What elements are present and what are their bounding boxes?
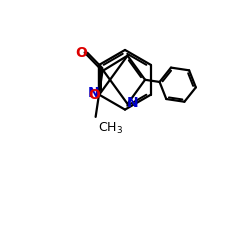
Text: N: N	[127, 96, 139, 110]
Text: O: O	[75, 46, 87, 60]
Text: O: O	[88, 88, 101, 102]
Text: N: N	[88, 86, 100, 101]
Text: CH$_3$: CH$_3$	[98, 121, 123, 136]
